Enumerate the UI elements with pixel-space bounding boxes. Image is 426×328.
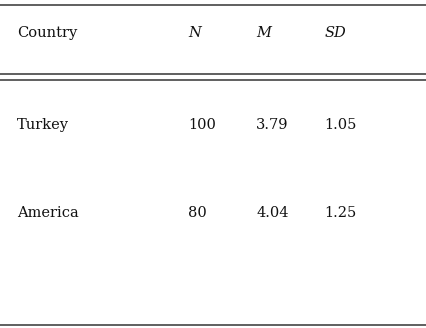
Text: N: N — [187, 26, 200, 40]
Text: M: M — [256, 26, 271, 40]
Text: 4.04: 4.04 — [256, 206, 288, 220]
Text: Country: Country — [17, 26, 77, 40]
Text: 1.05: 1.05 — [324, 118, 356, 132]
Text: SD: SD — [324, 26, 345, 40]
Text: Turkey: Turkey — [17, 118, 69, 132]
Text: 100: 100 — [187, 118, 215, 132]
Text: 1.25: 1.25 — [324, 206, 356, 220]
Text: 80: 80 — [187, 206, 206, 220]
Text: 3.79: 3.79 — [256, 118, 288, 132]
Text: America: America — [17, 206, 79, 220]
